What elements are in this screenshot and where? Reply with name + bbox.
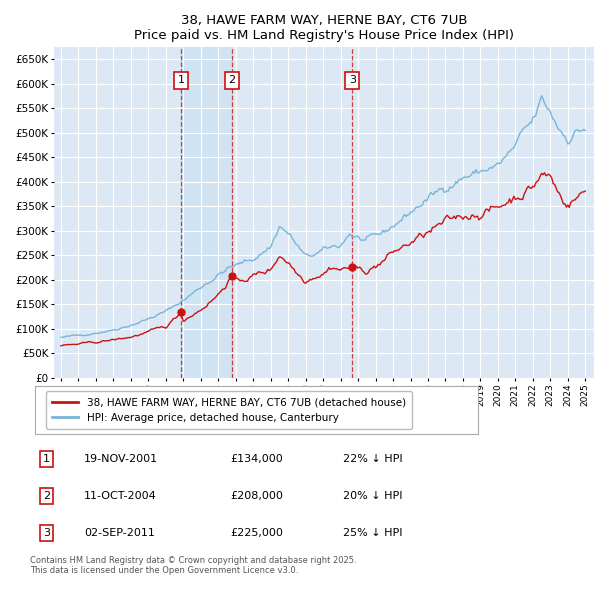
FancyBboxPatch shape xyxy=(35,386,478,434)
Text: 11-OCT-2004: 11-OCT-2004 xyxy=(84,491,157,501)
Text: £134,000: £134,000 xyxy=(230,454,283,464)
Text: 25% ↓ HPI: 25% ↓ HPI xyxy=(343,528,403,538)
Text: £208,000: £208,000 xyxy=(230,491,283,501)
Text: 2: 2 xyxy=(229,76,235,85)
Text: 3: 3 xyxy=(349,76,356,85)
Text: 2: 2 xyxy=(43,491,50,501)
Text: Contains HM Land Registry data © Crown copyright and database right 2025.
This d: Contains HM Land Registry data © Crown c… xyxy=(30,556,356,575)
Text: 20% ↓ HPI: 20% ↓ HPI xyxy=(343,491,403,501)
Text: 02-SEP-2011: 02-SEP-2011 xyxy=(84,528,155,538)
Title: 38, HAWE FARM WAY, HERNE BAY, CT6 7UB
Price paid vs. HM Land Registry's House Pr: 38, HAWE FARM WAY, HERNE BAY, CT6 7UB Pr… xyxy=(134,14,514,42)
Legend: 38, HAWE FARM WAY, HERNE BAY, CT6 7UB (detached house), HPI: Average price, deta: 38, HAWE FARM WAY, HERNE BAY, CT6 7UB (d… xyxy=(46,391,412,429)
Text: 19-NOV-2001: 19-NOV-2001 xyxy=(84,454,158,464)
Text: £225,000: £225,000 xyxy=(230,528,283,538)
Text: 1: 1 xyxy=(178,76,185,85)
Bar xyxy=(181,47,232,378)
Text: 1: 1 xyxy=(43,454,50,464)
Text: 3: 3 xyxy=(43,528,50,538)
Text: 22% ↓ HPI: 22% ↓ HPI xyxy=(343,454,403,464)
